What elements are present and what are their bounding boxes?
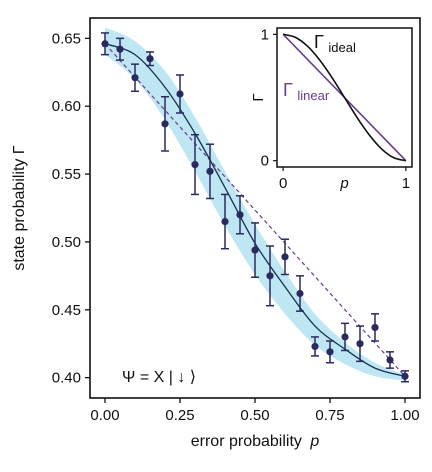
y-axis-ticks: 0.40 0.45 0.50 0.55 0.60 0.65 [52,30,90,387]
data-points [101,32,409,383]
inset-frame [276,27,413,168]
data-point-1 [116,37,124,61]
data-marker [401,372,409,380]
data-point-4 [161,95,169,152]
data-marker [236,211,244,219]
data-marker [161,120,169,128]
y-tick-label: 0.55 [52,166,81,183]
data-marker [206,167,214,175]
inset-y-ticks: 01 [261,26,277,170]
legend-linear-symbol: Γ [283,80,293,100]
inset-y-label: Γ [250,93,267,101]
data-marker [296,289,304,298]
y-tick-label: 0.50 [52,234,81,251]
data-marker [176,90,184,98]
inset-y-tick-label: 0 [261,153,269,170]
state-annotation: Ψ = X | ↓ ⟩ [122,369,196,386]
legend-ideal: Γ ideal [314,32,356,55]
data-marker [131,74,139,82]
confidence-band [105,27,405,381]
data-marker [266,272,274,280]
data-marker [341,333,349,341]
data-point-18 [371,313,379,342]
data-marker [311,342,319,351]
inset-y-tick-label: 1 [261,26,269,43]
data-marker [326,348,334,356]
x-axis-label: error probability p [191,433,320,450]
data-point-7 [206,143,214,200]
data-point-8 [221,193,229,250]
data-point-13 [296,275,304,312]
data-point-6 [191,133,199,196]
main-plot: 0.00 0.25 0.50 0.75 1.00 0.40 0.45 0.50 0.55 0.6… [11,17,421,450]
x-axis-label-var: p [309,433,319,450]
data-marker [281,253,289,261]
data-point-0 [101,32,109,56]
data-marker [251,246,259,254]
inset-x-tick-label: 0 [279,175,287,192]
x-tick-label: 0.75 [315,407,344,424]
data-point-11 [266,245,274,307]
x-axis-label-text: error probability [191,433,302,450]
inset-x-label: p [339,175,348,192]
data-point-3 [146,51,154,67]
inset-x-tick-label: 1 [402,175,410,192]
x-tick-label: 0.25 [165,407,194,424]
y-tick-label: 0.65 [52,30,81,47]
data-point-10 [251,222,259,278]
data-marker [221,217,229,226]
data-point-2 [131,63,139,93]
data-marker [371,323,379,332]
legend-ideal-symbol: Γ [314,32,324,52]
legend-linear: Γ linear [283,80,330,103]
inset-ideal-curve [282,33,407,162]
data-point-14 [311,336,319,357]
y-tick-label: 0.45 [52,302,81,319]
x-axis-ticks: 0.00 0.25 0.50 0.75 1.00 [90,398,420,424]
data-point-9 [236,195,244,235]
y-axis-label: state probability Γ [11,145,28,271]
y-tick-label: 0.60 [52,98,81,115]
data-point-16 [341,322,349,352]
data-point-20 [401,370,409,383]
data-point-5 [176,74,184,114]
y-tick-label: 0.40 [52,370,81,387]
x-tick-label: 0.50 [240,407,269,424]
legend-ideal-subscript: ideal [328,40,356,55]
data-marker [146,55,154,63]
legend-linear-subscript: linear [297,88,329,103]
data-marker [386,356,394,364]
data-marker [116,45,124,53]
x-tick-label: 0.00 [90,407,119,424]
x-tick-label: 1.00 [390,407,419,424]
data-point-15 [326,340,334,364]
data-point-17 [356,325,364,363]
data-point-19 [386,351,394,369]
data-marker [356,340,364,348]
data-marker [101,40,109,48]
linear-reference-line [104,43,406,377]
data-marker [191,160,199,169]
data-point-12 [281,238,289,276]
